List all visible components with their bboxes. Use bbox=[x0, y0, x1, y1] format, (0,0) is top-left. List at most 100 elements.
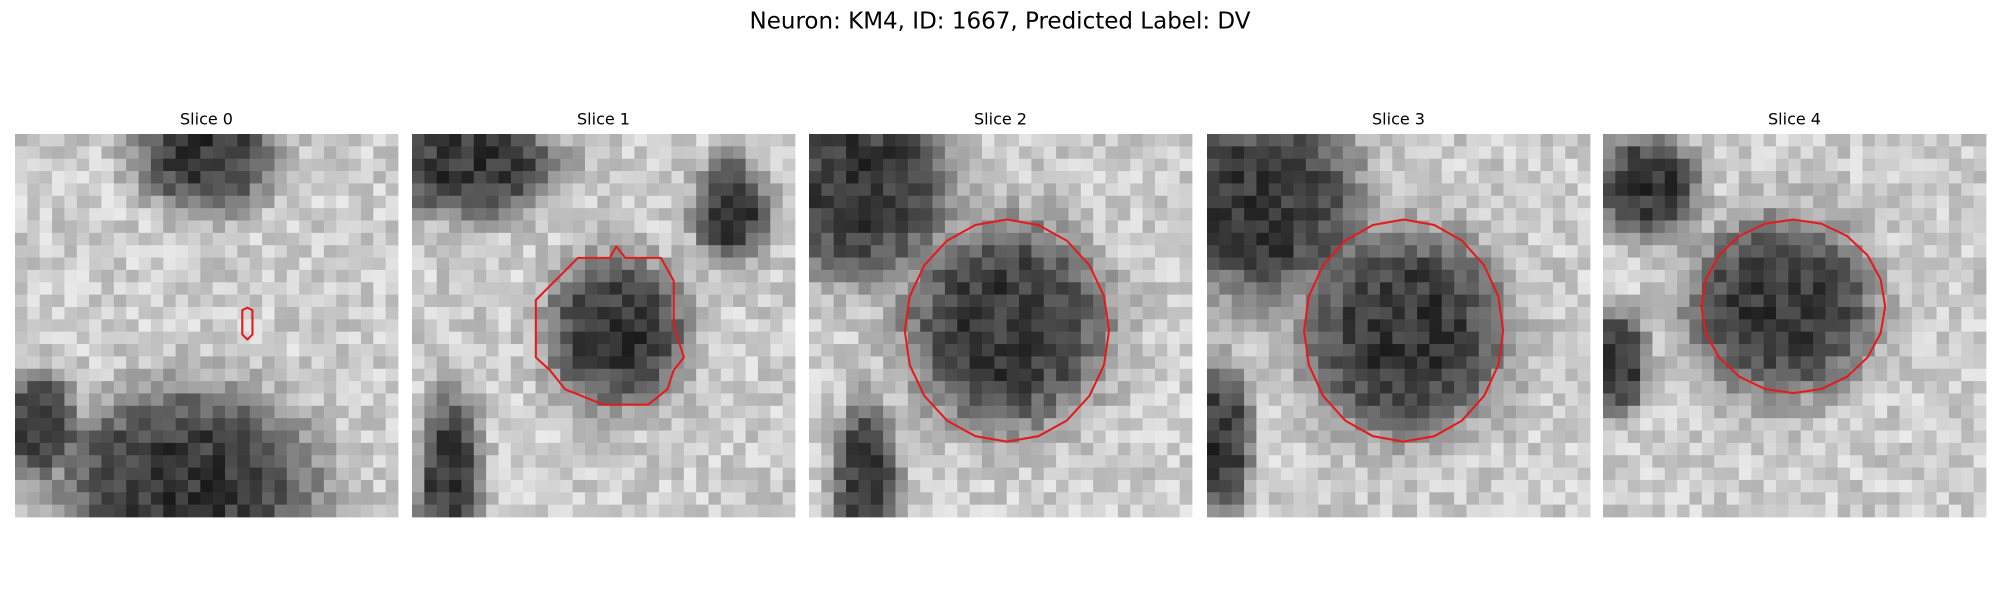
pixel bbox=[286, 504, 300, 518]
pixel bbox=[1355, 442, 1368, 456]
pixel bbox=[1207, 405, 1220, 419]
pixel bbox=[560, 208, 573, 221]
pixel bbox=[461, 306, 475, 320]
pixel bbox=[1342, 331, 1356, 345]
pixel bbox=[1056, 269, 1069, 283]
pixel bbox=[907, 381, 921, 394]
pixel bbox=[671, 405, 685, 419]
pixel bbox=[323, 405, 337, 419]
pixel bbox=[1268, 257, 1282, 271]
pixel bbox=[1006, 171, 1020, 184]
pixel bbox=[733, 492, 746, 506]
pixel bbox=[535, 269, 549, 283]
pixel bbox=[449, 306, 462, 320]
pixel bbox=[846, 208, 859, 221]
pixel bbox=[895, 492, 909, 506]
pixel bbox=[1142, 257, 1156, 271]
pixel bbox=[932, 455, 946, 468]
pixel bbox=[212, 430, 226, 444]
pixel bbox=[1515, 331, 1529, 345]
pixel bbox=[1355, 455, 1368, 468]
pixel bbox=[262, 442, 275, 456]
pixel bbox=[461, 455, 475, 468]
pixel bbox=[1305, 245, 1319, 258]
pixel bbox=[846, 220, 859, 234]
pixel bbox=[200, 479, 214, 493]
pixel bbox=[348, 257, 362, 271]
pixel bbox=[76, 331, 90, 345]
pixel bbox=[1342, 479, 1356, 493]
pixel bbox=[76, 158, 90, 172]
pixel bbox=[274, 504, 288, 518]
pixel bbox=[634, 282, 648, 295]
slice-title: Slice 1 bbox=[577, 110, 630, 129]
pixel bbox=[870, 257, 884, 271]
pixel bbox=[486, 405, 499, 419]
pixel bbox=[683, 282, 697, 295]
pixel bbox=[348, 158, 362, 172]
pixel bbox=[969, 319, 983, 333]
pixel bbox=[584, 381, 598, 394]
pixel bbox=[969, 269, 983, 283]
pixel bbox=[1973, 344, 1987, 357]
pixel bbox=[981, 393, 995, 407]
pixel bbox=[1788, 146, 1802, 160]
pixel bbox=[424, 504, 438, 518]
pixel bbox=[1404, 146, 1418, 160]
pixel bbox=[1837, 282, 1851, 295]
pixel bbox=[449, 319, 462, 333]
pixel bbox=[1540, 245, 1554, 258]
pixel bbox=[733, 319, 746, 333]
pixel bbox=[1330, 257, 1344, 271]
pixel bbox=[1244, 282, 1257, 295]
pixel bbox=[89, 245, 102, 258]
pixel bbox=[1652, 319, 1666, 333]
pixel bbox=[1231, 269, 1245, 283]
pixel bbox=[920, 183, 933, 197]
pixel bbox=[1417, 393, 1430, 407]
pixel bbox=[1031, 171, 1045, 184]
pixel bbox=[994, 257, 1008, 271]
pixel bbox=[1515, 455, 1529, 468]
pixel bbox=[745, 294, 759, 308]
pixel bbox=[584, 232, 598, 246]
pixel bbox=[385, 245, 399, 258]
pixel bbox=[1652, 356, 1666, 370]
pixel bbox=[76, 134, 90, 147]
pixel bbox=[385, 232, 399, 246]
pixel bbox=[274, 306, 288, 320]
pixel bbox=[1627, 393, 1641, 407]
pixel bbox=[597, 405, 611, 419]
pixel bbox=[720, 504, 734, 518]
pixel bbox=[360, 356, 374, 370]
pixel bbox=[1515, 368, 1529, 382]
pixel bbox=[1751, 368, 1764, 382]
pixel bbox=[1652, 282, 1666, 295]
pixel bbox=[1281, 418, 1294, 431]
pixel bbox=[150, 158, 164, 172]
pixel bbox=[1615, 208, 1629, 221]
pixel bbox=[1392, 504, 1406, 518]
pixel bbox=[1491, 183, 1504, 197]
pixel bbox=[1068, 344, 1082, 357]
pixel bbox=[200, 232, 214, 246]
pixel bbox=[113, 479, 127, 493]
pixel bbox=[39, 418, 53, 431]
pixel bbox=[76, 492, 90, 506]
pixel bbox=[720, 455, 734, 468]
pixel bbox=[1305, 430, 1319, 444]
pixel bbox=[1936, 195, 1950, 209]
pixel bbox=[1031, 381, 1045, 394]
pixel bbox=[708, 430, 722, 444]
pixel bbox=[1528, 356, 1541, 370]
pixel bbox=[76, 146, 90, 160]
pixel bbox=[821, 467, 835, 481]
pixel bbox=[622, 504, 635, 518]
pixel bbox=[1268, 269, 1282, 283]
pixel bbox=[27, 232, 41, 246]
pixel bbox=[1342, 158, 1356, 172]
pixel bbox=[1948, 418, 1962, 431]
pixel bbox=[249, 393, 263, 407]
pixel bbox=[1911, 269, 1925, 283]
pixel bbox=[1640, 331, 1653, 345]
